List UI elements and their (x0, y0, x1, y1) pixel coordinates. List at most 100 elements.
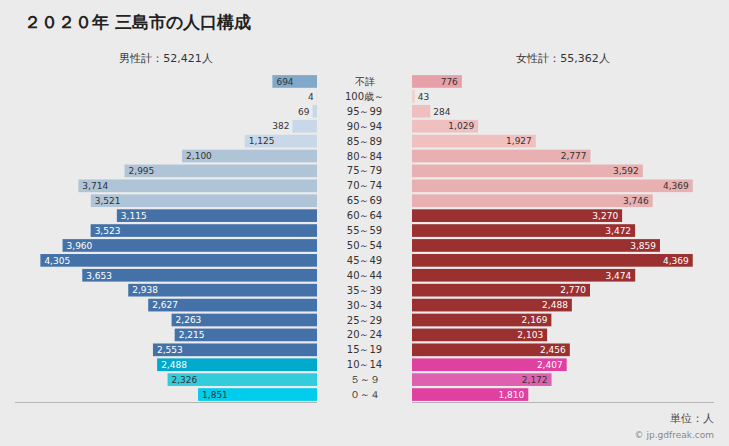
category-label: 55～59 (347, 225, 382, 236)
data-label: 2,456 (540, 345, 566, 355)
data-labels: 1,8512,3262,4882,5532,2152,2632,6272,938… (44, 77, 689, 400)
category-label: 65～69 (347, 195, 382, 206)
data-label: 1,927 (506, 136, 532, 146)
bar (91, 194, 317, 207)
series-label: 男性計：52,421人 (119, 52, 213, 65)
bar (412, 329, 547, 342)
bar (412, 358, 567, 371)
data-label: 2,263 (176, 315, 202, 325)
bar (313, 105, 317, 118)
data-label: 2,100 (186, 151, 212, 161)
data-label: 2,488 (542, 300, 568, 310)
data-label: 2,172 (522, 375, 548, 385)
data-label: 2,553 (157, 345, 183, 355)
data-label: 284 (433, 107, 450, 117)
title: ２０２０年 三島市の人口構成 (24, 12, 251, 32)
bar (412, 75, 462, 88)
bar (412, 314, 551, 327)
category-label: 50～54 (347, 240, 382, 251)
bar (412, 254, 693, 267)
bar (125, 165, 317, 178)
data-label: 4,305 (44, 256, 70, 266)
bar (63, 239, 317, 252)
bar (157, 358, 317, 371)
bar (412, 179, 693, 192)
bar (412, 284, 590, 297)
bar (412, 269, 635, 282)
category-label: 25～29 (347, 315, 382, 326)
bar (412, 120, 478, 133)
bar (412, 373, 552, 386)
data-label: 4 (308, 92, 314, 102)
bar (245, 135, 317, 148)
data-label: 2,938 (132, 285, 158, 295)
bar (412, 150, 590, 163)
bar (412, 165, 643, 178)
bar (153, 343, 317, 356)
bar (175, 329, 317, 342)
data-label: 3,474 (605, 271, 631, 281)
bar (412, 224, 635, 237)
bar (412, 239, 660, 252)
data-label: 3,472 (605, 226, 631, 236)
data-label: 2,995 (129, 166, 155, 176)
bar (412, 105, 430, 118)
category-label: 35～39 (347, 285, 382, 296)
bar (412, 388, 528, 401)
bar (148, 299, 317, 312)
bar (91, 224, 317, 237)
category-label: 75～79 (347, 165, 382, 176)
bar (172, 314, 317, 327)
bar (412, 343, 570, 356)
data-label: 2,169 (522, 315, 548, 325)
category-label: 不詳 (355, 76, 375, 87)
category-label: 20～24 (347, 329, 382, 340)
bar (412, 299, 572, 312)
data-label: 2,103 (517, 330, 543, 340)
category-label: 45～49 (347, 255, 382, 266)
category-label: ５～９ (350, 374, 380, 385)
data-label: 382 (272, 121, 289, 131)
bars (412, 75, 693, 401)
annotation: 単位：人 (670, 412, 714, 425)
category-label: 95～99 (347, 106, 382, 117)
axis-line (412, 402, 714, 403)
category-label: 85～89 (347, 136, 382, 147)
bar (412, 135, 536, 148)
category-label: 90～94 (347, 121, 382, 132)
data-label: 2,488 (161, 360, 187, 370)
category-label: 100歳～ (345, 91, 384, 102)
data-label: 1,029 (448, 121, 474, 131)
data-label: 2,777 (561, 151, 587, 161)
data-label: 4,369 (663, 181, 689, 191)
data-label: 1,810 (499, 390, 525, 400)
data-label: 694 (276, 77, 293, 87)
data-label: 1,125 (249, 136, 275, 146)
data-label: 3,270 (592, 211, 618, 221)
chart: ２０２０年 三島市の人口構成男性計：52,421人 女性計：55,362人 1,85… (0, 0, 729, 446)
data-label: 1,851 (202, 390, 228, 400)
data-label: 2,770 (560, 285, 586, 295)
category-label: 30～34 (347, 300, 382, 311)
data-label: 3,714 (82, 181, 108, 191)
series-label: 女性計：55,362人 (516, 52, 610, 65)
data-label: 69 (298, 107, 310, 117)
data-label: 43 (418, 92, 429, 102)
data-label: 2,627 (152, 300, 178, 310)
bar (40, 254, 317, 267)
bars (40, 75, 317, 401)
category-labels: ０～４５～９10～1415～1920～2425～2930～3435～3940～4… (345, 76, 384, 400)
data-label: 3,960 (67, 241, 93, 251)
data-label: 3,746 (623, 196, 649, 206)
data-label: 3,521 (95, 196, 121, 206)
bar (412, 194, 653, 207)
data-label: 4,369 (663, 256, 689, 266)
category-label: 60～64 (347, 210, 382, 221)
bar (182, 150, 317, 163)
bar (128, 284, 317, 297)
bar (82, 269, 317, 282)
category-label: ０～４ (350, 389, 380, 400)
bar (412, 90, 415, 103)
bar (198, 388, 317, 401)
data-label: 3,653 (86, 271, 112, 281)
